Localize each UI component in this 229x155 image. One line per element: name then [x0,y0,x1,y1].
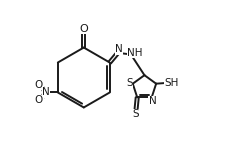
Text: NH: NH [127,48,142,58]
Text: S: S [126,78,133,88]
Text: S: S [133,109,139,119]
Text: SH: SH [164,78,178,88]
Text: O: O [35,95,43,105]
Text: N: N [149,96,156,106]
Text: O: O [35,80,43,90]
Text: N: N [115,44,123,55]
Text: N: N [42,87,50,97]
Text: O: O [79,24,88,34]
